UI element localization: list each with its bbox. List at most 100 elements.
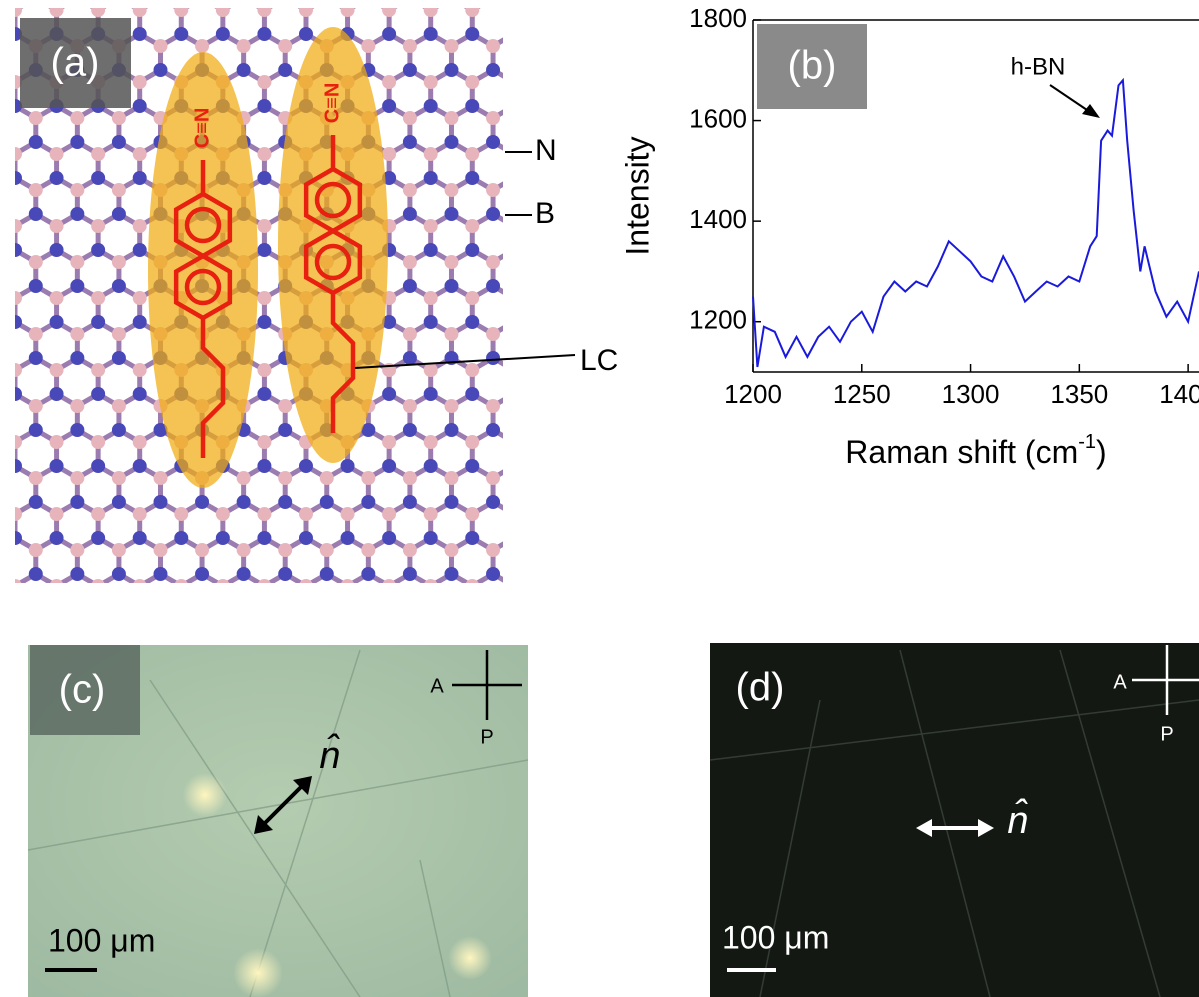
bond xyxy=(514,394,535,406)
atom xyxy=(403,0,417,5)
atom xyxy=(486,471,500,485)
atom xyxy=(465,291,479,305)
atom xyxy=(548,531,562,545)
atom xyxy=(486,39,500,53)
atom xyxy=(528,471,542,485)
bond xyxy=(306,610,327,622)
panel-label: (c) xyxy=(59,668,106,712)
atom xyxy=(528,255,542,269)
bond xyxy=(535,70,556,82)
atom xyxy=(382,603,396,617)
atom xyxy=(507,507,521,521)
bond xyxy=(597,0,618,10)
atom xyxy=(91,507,105,521)
bond xyxy=(555,466,576,478)
bond xyxy=(555,538,576,550)
atom xyxy=(424,75,438,89)
bond xyxy=(514,0,535,10)
scale-label: 100 μm xyxy=(722,919,829,955)
bond xyxy=(368,610,389,622)
bond xyxy=(535,646,556,658)
atom xyxy=(299,507,313,521)
atom xyxy=(403,279,417,293)
atom xyxy=(548,243,562,257)
atom xyxy=(382,387,396,401)
bond xyxy=(57,610,78,622)
atom xyxy=(507,459,521,473)
atom xyxy=(8,435,22,449)
atom xyxy=(424,387,438,401)
bond xyxy=(0,394,15,406)
atom xyxy=(424,603,438,617)
atom xyxy=(257,219,271,233)
atom xyxy=(528,543,542,557)
atom xyxy=(0,351,1,365)
atom xyxy=(507,531,521,545)
analyzer-label: A xyxy=(1113,671,1127,693)
atom xyxy=(216,27,230,41)
atom xyxy=(403,495,417,509)
atom xyxy=(403,207,417,221)
bond xyxy=(410,610,431,622)
atom xyxy=(257,387,271,401)
y-tick-label: 1600 xyxy=(689,103,747,133)
atom xyxy=(486,0,500,5)
atom xyxy=(590,603,604,617)
defect xyxy=(448,936,492,980)
atom xyxy=(320,495,334,509)
panel-label: (d) xyxy=(736,666,785,710)
atom xyxy=(112,423,126,437)
atom xyxy=(320,0,334,5)
atom xyxy=(112,279,126,293)
bond xyxy=(576,538,597,550)
atom xyxy=(444,183,458,197)
atom xyxy=(569,567,583,581)
atom xyxy=(382,435,396,449)
atom-label: N xyxy=(535,134,557,167)
atom xyxy=(632,387,646,401)
bond xyxy=(618,0,639,10)
atom xyxy=(299,603,313,617)
bond xyxy=(555,178,576,190)
bond xyxy=(555,106,576,118)
atom xyxy=(382,75,396,89)
molecule-label: LC xyxy=(580,344,618,377)
atom xyxy=(465,27,479,41)
atom xyxy=(0,471,1,485)
atom xyxy=(652,543,666,557)
atom xyxy=(133,243,147,257)
bond xyxy=(597,502,618,514)
x-axis-label-end: ) xyxy=(1096,434,1107,470)
bond xyxy=(535,394,556,406)
atom xyxy=(341,603,355,617)
atom xyxy=(112,351,126,365)
bond xyxy=(618,358,639,370)
atom xyxy=(652,255,666,269)
atom xyxy=(133,507,147,521)
atom xyxy=(424,459,438,473)
atom xyxy=(0,207,1,221)
atom xyxy=(112,399,126,413)
atom xyxy=(257,75,271,89)
atom xyxy=(528,183,542,197)
atom xyxy=(341,459,355,473)
bond xyxy=(0,250,15,262)
atom xyxy=(257,363,271,377)
atom xyxy=(403,567,417,581)
atom xyxy=(590,243,604,257)
atom xyxy=(278,615,292,629)
polarizer-label: P xyxy=(1160,723,1173,745)
atom-label: B xyxy=(535,197,555,230)
atom xyxy=(70,183,84,197)
atom xyxy=(528,567,542,581)
atom xyxy=(174,603,188,617)
bond xyxy=(140,610,161,622)
atom xyxy=(611,0,625,5)
atom xyxy=(0,63,1,77)
atom xyxy=(424,291,438,305)
atom xyxy=(424,579,438,593)
atom xyxy=(70,0,84,5)
atom xyxy=(91,219,105,233)
bond xyxy=(576,106,597,118)
bond xyxy=(639,394,660,406)
